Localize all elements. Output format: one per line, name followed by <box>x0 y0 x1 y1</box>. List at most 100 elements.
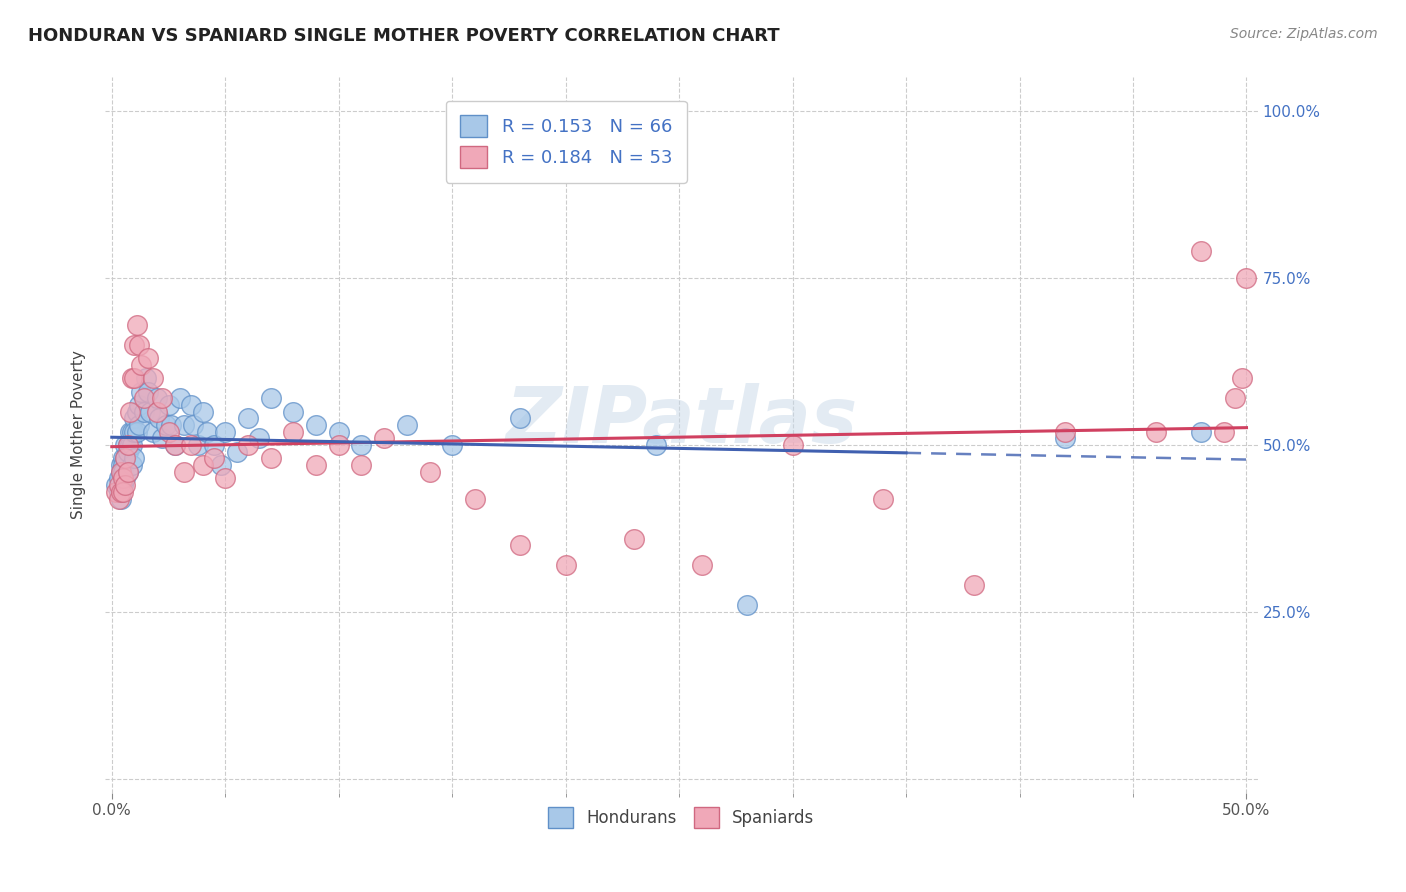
Point <box>128 417 150 432</box>
Text: HONDURAN VS SPANIARD SINGLE MOTHER POVERTY CORRELATION CHART: HONDURAN VS SPANIARD SINGLE MOTHER POVER… <box>28 27 780 45</box>
Point <box>110 465 132 479</box>
Point <box>157 398 180 412</box>
Text: Source: ZipAtlas.com: Source: ZipAtlas.com <box>1230 27 1378 41</box>
Point <box>124 411 146 425</box>
Point <box>124 451 146 466</box>
Point <box>107 491 129 506</box>
Point <box>1053 425 1076 439</box>
Point <box>114 471 136 485</box>
Point <box>191 458 214 472</box>
Point <box>247 431 270 445</box>
Point <box>1230 371 1253 385</box>
Point <box>173 465 195 479</box>
Point <box>150 392 173 406</box>
Point <box>112 458 135 472</box>
Point <box>328 438 350 452</box>
Point <box>214 425 236 439</box>
Point <box>139 404 162 418</box>
Point <box>283 425 305 439</box>
Point <box>180 438 202 452</box>
Point <box>350 458 373 472</box>
Point <box>554 558 576 573</box>
Point <box>350 438 373 452</box>
Point <box>117 465 139 479</box>
Point <box>872 491 894 506</box>
Point <box>395 417 418 432</box>
Point <box>148 411 170 425</box>
Point <box>187 438 209 452</box>
Point <box>963 578 986 592</box>
Point <box>159 417 181 432</box>
Point <box>132 404 155 418</box>
Legend: Hondurans, Spaniards: Hondurans, Spaniards <box>541 801 821 834</box>
Point <box>125 404 148 418</box>
Point <box>202 438 225 452</box>
Point <box>180 398 202 412</box>
Point <box>121 438 143 452</box>
Point <box>136 384 159 399</box>
Point <box>735 599 758 613</box>
Point <box>1189 425 1212 439</box>
Point <box>150 431 173 445</box>
Point <box>169 392 191 406</box>
Point <box>121 371 143 385</box>
Point <box>110 458 132 472</box>
Point <box>202 451 225 466</box>
Point <box>114 451 136 466</box>
Point <box>136 351 159 366</box>
Point <box>236 411 259 425</box>
Point <box>124 371 146 385</box>
Point <box>110 491 132 506</box>
Point <box>509 538 531 552</box>
Point <box>165 438 187 452</box>
Point <box>142 371 165 385</box>
Point <box>283 404 305 418</box>
Point <box>125 318 148 332</box>
Point <box>107 478 129 492</box>
Point <box>118 438 141 452</box>
Point <box>114 438 136 452</box>
Point <box>105 484 128 499</box>
Point <box>146 404 169 418</box>
Point <box>157 425 180 439</box>
Point <box>124 425 146 439</box>
Point <box>112 465 135 479</box>
Point <box>118 425 141 439</box>
Point <box>236 438 259 452</box>
Point <box>121 425 143 439</box>
Y-axis label: Single Mother Poverty: Single Mother Poverty <box>72 351 86 519</box>
Point <box>214 471 236 485</box>
Point <box>690 558 713 573</box>
Point <box>107 484 129 499</box>
Point <box>128 338 150 352</box>
Point <box>782 438 804 452</box>
Point <box>441 438 464 452</box>
Point <box>509 411 531 425</box>
Point <box>1189 244 1212 259</box>
Point <box>260 392 283 406</box>
Point <box>118 404 141 418</box>
Point <box>114 478 136 492</box>
Point <box>132 392 155 406</box>
Point <box>464 491 486 506</box>
Point <box>117 465 139 479</box>
Point <box>209 458 232 472</box>
Point <box>1223 392 1246 406</box>
Point <box>110 465 132 479</box>
Point <box>1053 431 1076 445</box>
Text: ZIPatlas: ZIPatlas <box>505 383 858 458</box>
Point <box>114 451 136 466</box>
Point <box>112 471 135 485</box>
Point <box>128 398 150 412</box>
Point <box>112 451 135 466</box>
Point <box>1236 271 1258 285</box>
Point <box>107 471 129 485</box>
Point <box>129 384 152 399</box>
Point <box>1144 425 1167 439</box>
Point <box>260 451 283 466</box>
Point <box>305 458 328 472</box>
Point <box>305 417 328 432</box>
Point <box>117 438 139 452</box>
Point <box>124 338 146 352</box>
Point <box>418 465 440 479</box>
